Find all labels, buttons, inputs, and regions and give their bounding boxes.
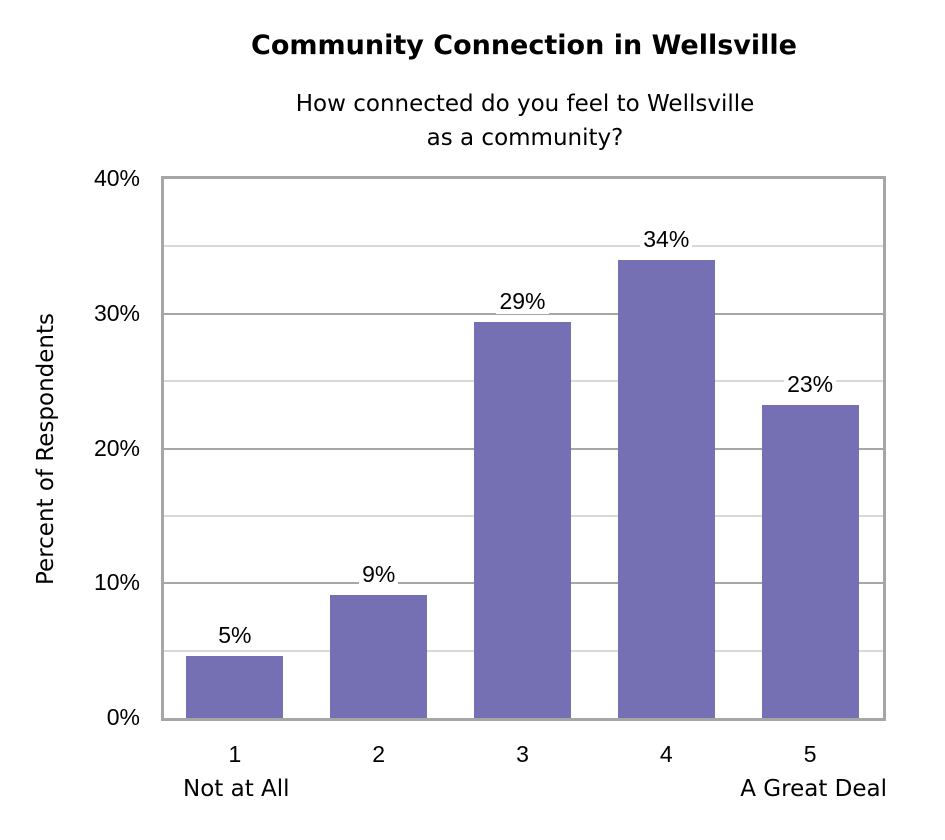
data-label: 5% — [186, 622, 283, 649]
x-tick-label: 4 — [659, 741, 673, 767]
x-tick-sublabel: A Great Deal — [740, 776, 887, 802]
x-tick-label: 3 — [516, 741, 529, 767]
bar-2 — [330, 595, 428, 718]
bar-5 — [761, 405, 859, 718]
data-label: 29% — [474, 287, 571, 315]
y-tick-label: 40% — [93, 165, 140, 191]
chart-subtitle: How connected do you feel to Wellsville … — [230, 87, 820, 155]
subtitle-line-1: How connected do you feel to Wellsville — [295, 91, 755, 117]
x-tick-sublabel: Not at All — [183, 776, 290, 802]
data-label: 9% — [330, 561, 427, 588]
y-tick-label: 30% — [93, 299, 140, 326]
plot-area: 5% 9% 29% 34% 23% — [161, 176, 886, 721]
y-tick-label: 10% — [93, 569, 140, 596]
bar-4 — [617, 259, 715, 718]
data-label: 23% — [762, 371, 859, 398]
x-tick-label: 2 — [372, 741, 386, 767]
x-tick-label: 1 — [228, 741, 242, 767]
chart-title: Community Connection in Wellsville — [251, 30, 797, 61]
minor-gridline — [164, 245, 883, 248]
bar-1 — [186, 656, 284, 718]
y-tick-label: 0% — [106, 704, 140, 730]
x-tick-label: 5 — [803, 741, 817, 767]
y-tick-label: 20% — [93, 434, 140, 461]
data-label: 34% — [618, 225, 715, 253]
bar-3 — [474, 321, 571, 718]
subtitle-line-2: as a community? — [426, 125, 624, 151]
